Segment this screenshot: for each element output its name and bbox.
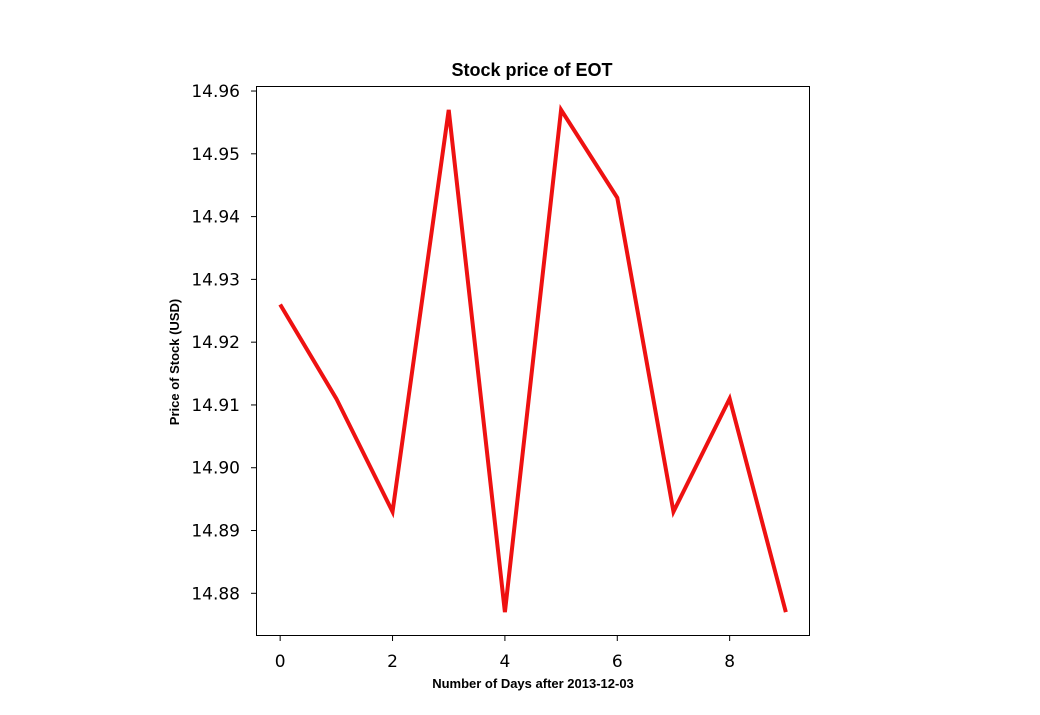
y-tick-label: 14.96 bbox=[191, 82, 240, 102]
y-tick-label: 14.88 bbox=[191, 584, 240, 604]
x-axis: 0 2 4 6 8 bbox=[275, 636, 735, 672]
y-tick-label: 14.93 bbox=[191, 270, 240, 290]
plot-frame bbox=[256, 86, 810, 636]
series-line bbox=[278, 104, 788, 613]
y-tick-label: 14.89 bbox=[191, 522, 240, 542]
x-axis-label: Number of Days after 2013-12-03 bbox=[432, 676, 634, 691]
x-tick-label: 8 bbox=[724, 652, 735, 672]
plot-area: 0 2 4 6 8 14.88 14.89 14.90 14.91 14.92 14.93 14.9… bbox=[191, 82, 810, 672]
y-tick-label: 14.95 bbox=[191, 145, 240, 165]
chart-title: Stock price of EOT bbox=[451, 60, 612, 80]
x-tick-label: 4 bbox=[499, 652, 510, 672]
y-tick-label: 14.91 bbox=[191, 396, 240, 416]
y-tick-label: 14.90 bbox=[191, 459, 240, 479]
x-tick-label: 0 bbox=[275, 652, 286, 672]
y-tick-label: 14.92 bbox=[191, 333, 240, 353]
y-axis-label: Price of Stock (USD) bbox=[167, 299, 182, 425]
y-axis: 14.88 14.89 14.90 14.91 14.92 14.93 14.94 14.95… bbox=[191, 82, 256, 604]
y-tick-label: 14.94 bbox=[191, 208, 240, 228]
x-tick-label: 6 bbox=[612, 652, 623, 672]
x-tick-label: 2 bbox=[387, 652, 398, 672]
